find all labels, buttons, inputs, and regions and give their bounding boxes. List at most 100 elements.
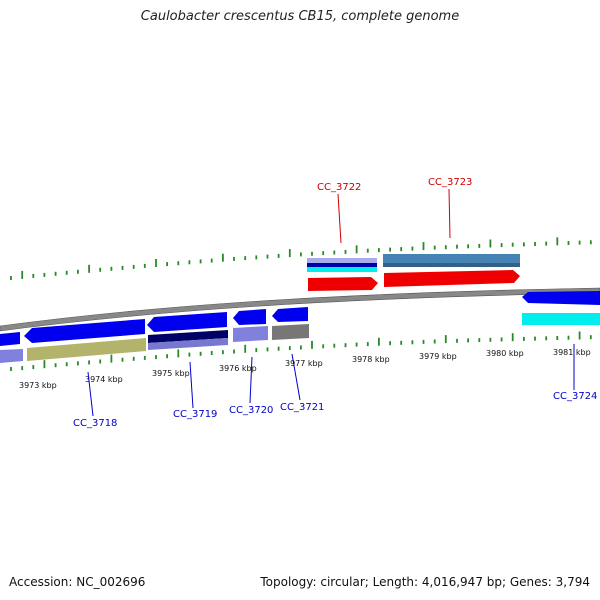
tick-major bbox=[288, 249, 291, 258]
tick-minor bbox=[233, 349, 235, 354]
tick-minor bbox=[333, 250, 336, 255]
tick-minor bbox=[188, 260, 191, 265]
tick-minor bbox=[166, 262, 168, 267]
tick-minor bbox=[422, 339, 425, 344]
tick-minor bbox=[199, 259, 202, 264]
gene-label-cc3719[interactable]: CC_3719 bbox=[173, 409, 217, 420]
tick-minor bbox=[589, 335, 592, 340]
callout-line-cc3720 bbox=[249, 356, 253, 404]
callout-line-cc3723 bbox=[448, 188, 451, 239]
tick-minor bbox=[110, 266, 113, 271]
tick-minor bbox=[389, 341, 391, 346]
tick-label-3974: 3974 kbp bbox=[85, 375, 123, 384]
gene-label-cc3718[interactable]: CC_3718 bbox=[73, 418, 117, 429]
tick-minor bbox=[132, 356, 135, 361]
gene-bar-cc3720-periwinkle[interactable] bbox=[233, 326, 268, 342]
tick-minor bbox=[188, 352, 191, 357]
genome-summary-text: Topology: circular; Length: 4,016,947 bp… bbox=[260, 575, 590, 589]
tick-minor bbox=[589, 240, 592, 245]
callout-line-cc3718 bbox=[87, 371, 94, 417]
gene-bar-cc3722-navy[interactable] bbox=[307, 263, 377, 267]
gene-arrow-cc3718-blue[interactable] bbox=[24, 319, 145, 343]
gene-bar-cc3719-navy[interactable] bbox=[148, 330, 228, 343]
tick-minor bbox=[266, 254, 269, 259]
tick-minor bbox=[210, 351, 213, 355]
tick-minor bbox=[378, 248, 380, 253]
tick-label-3976: 3976 kbp bbox=[219, 364, 257, 373]
gene-label-cc3723[interactable]: CC_3723 bbox=[428, 177, 472, 188]
gene-bar-left-periwinkle[interactable] bbox=[0, 349, 23, 363]
tick-minor bbox=[534, 242, 536, 246]
tick-label-3977: 3977 kbp bbox=[285, 359, 323, 368]
tick-minor bbox=[366, 342, 369, 347]
tick-minor bbox=[500, 243, 503, 248]
gene-arrow-cc3723-red[interactable] bbox=[384, 270, 520, 287]
tick-label-3980: 3980 kbp bbox=[486, 349, 524, 358]
gene-bar-cc3722-cyan[interactable] bbox=[307, 267, 377, 272]
tick-minor bbox=[411, 246, 414, 251]
tick-minor bbox=[389, 247, 391, 252]
tick-minor bbox=[121, 357, 124, 362]
gene-label-cc3724[interactable]: CC_3724 bbox=[553, 391, 597, 402]
tick-minor bbox=[32, 365, 35, 370]
tick-minor bbox=[10, 276, 12, 280]
tick-minor bbox=[467, 244, 469, 249]
gene-arrow-cc3720-blue[interactable] bbox=[233, 309, 266, 325]
tick-major bbox=[110, 354, 113, 363]
tick-major bbox=[489, 239, 492, 248]
tick-minor bbox=[322, 251, 325, 256]
gene-label-cc3721[interactable]: CC_3721 bbox=[280, 402, 324, 413]
tick-minor bbox=[166, 354, 168, 359]
tick-minor bbox=[222, 350, 224, 355]
tick-major bbox=[444, 335, 447, 344]
gene-bar-cc3719-periwinkle[interactable] bbox=[148, 338, 228, 350]
gene-bar-cc3721-gray[interactable] bbox=[272, 324, 309, 340]
gene-callouts bbox=[87, 188, 575, 417]
tick-minor bbox=[411, 340, 414, 345]
tick-minor bbox=[478, 338, 481, 343]
tick-label-3981: 3981 kbp bbox=[553, 348, 591, 357]
gene-label-cc3720[interactable]: CC_3720 bbox=[229, 405, 273, 416]
tick-major bbox=[177, 349, 180, 358]
tick-minor bbox=[65, 362, 68, 367]
tick-minor bbox=[21, 366, 24, 371]
tick-label-3978: 3978 kbp bbox=[352, 355, 390, 364]
tick-minor bbox=[77, 269, 79, 274]
gene-bar-cc3718-khaki[interactable] bbox=[27, 338, 146, 361]
minus-strand-features bbox=[0, 307, 309, 363]
tick-minor bbox=[266, 347, 269, 352]
tick-minor bbox=[43, 272, 46, 277]
tick-minor bbox=[99, 267, 102, 272]
tick-minor bbox=[400, 247, 403, 252]
gene-bar-cc3724-cyan[interactable] bbox=[522, 313, 600, 325]
tick-minor bbox=[300, 252, 302, 257]
gene-arrow-cc3719-blue[interactable] bbox=[147, 312, 227, 332]
tick-major bbox=[355, 245, 358, 254]
tick-minor bbox=[54, 363, 57, 368]
gene-labels: CC_3722 CC_3723 CC_3718 CC_3719 CC_3720 … bbox=[73, 177, 597, 429]
tick-minor bbox=[523, 336, 525, 341]
gene-bar-cc3722-light[interactable] bbox=[307, 258, 377, 263]
tick-major bbox=[511, 333, 514, 342]
tick-minor bbox=[132, 264, 135, 269]
gene-arrow-cc3722-red[interactable] bbox=[308, 277, 378, 291]
tick-minor bbox=[311, 251, 313, 256]
tick-minor bbox=[121, 265, 124, 270]
gene-arrow-cc3724-blue[interactable] bbox=[522, 291, 600, 305]
tick-major bbox=[578, 331, 581, 340]
tick-minor bbox=[534, 336, 536, 341]
gene-arrow-left-blue[interactable] bbox=[0, 332, 20, 346]
gene-arrow-cc3721-blue[interactable] bbox=[272, 307, 308, 322]
tick-major bbox=[556, 237, 559, 246]
callout-line-cc3722 bbox=[337, 193, 342, 244]
tick-minor bbox=[99, 359, 102, 364]
gene-label-cc3722[interactable]: CC_3722 bbox=[317, 182, 361, 193]
tick-minor bbox=[333, 343, 336, 348]
tick-minor bbox=[556, 336, 559, 340]
accession-text: Accession: NC_002696 bbox=[9, 575, 146, 589]
tick-minor bbox=[355, 342, 358, 347]
tick-minor bbox=[511, 242, 514, 247]
tick-minor bbox=[255, 255, 258, 260]
tick-minor bbox=[288, 346, 291, 351]
